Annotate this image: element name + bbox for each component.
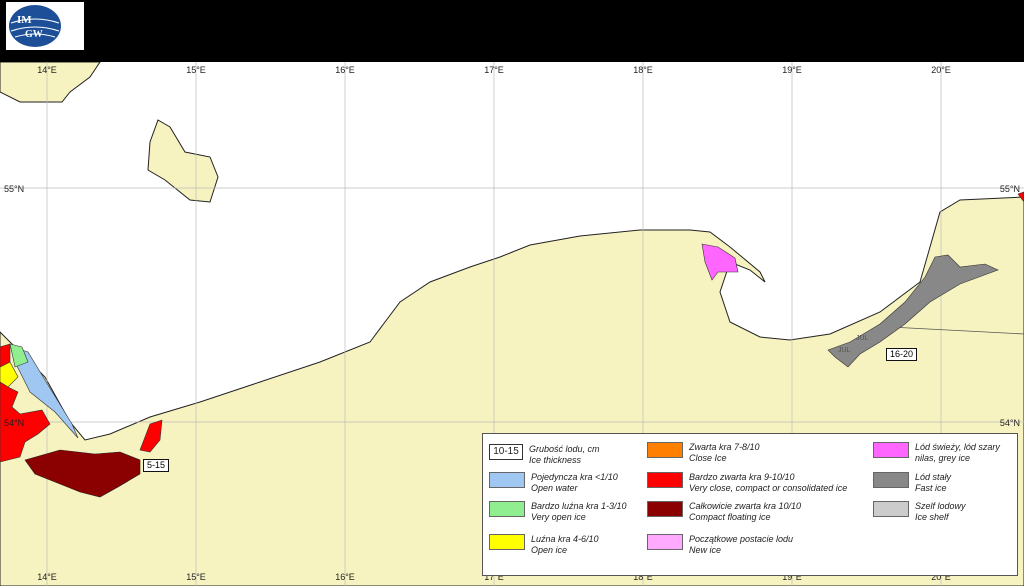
svg-text:17°E: 17°E — [484, 572, 504, 582]
legend-nilas: Lód świeży, lód szary nilas, grey ice — [873, 442, 1000, 464]
svg-text:15°E: 15°E — [186, 65, 206, 75]
svg-text:16°E: 16°E — [335, 572, 355, 582]
header-bar: IM GW I P O B — [0, 0, 1024, 62]
svg-text:55°N: 55°N — [4, 184, 24, 194]
swatch-very-open-ice — [489, 501, 525, 517]
ice-very-close-zone-2 — [139, 419, 163, 453]
ice-open-water-zone — [11, 346, 79, 439]
svg-text:54°N: 54°N — [1000, 418, 1020, 428]
longitude-labels-bottom: 14°E 15°E 16°E 17°E 18°E 19°E 20°E — [37, 572, 951, 582]
ice-very-close-zone — [0, 343, 51, 463]
legend-open-water: Pojedyncza kra <1/10 Open water — [489, 472, 618, 494]
swatch-compact-floating — [647, 501, 683, 517]
longitude-labels-top: 14°E 15°E 16°E 17°E 18°E 19°E 20°E — [37, 65, 951, 75]
legend-open-ice: Luźna kra 4-6/10 Open ice — [489, 534, 599, 556]
svg-text:14°E: 14°E — [37, 65, 57, 75]
thickness-sample: 10-15 — [489, 444, 523, 460]
swatch-close-ice — [647, 442, 683, 458]
latitude-labels: 55°N 55°N 54°N 54°N — [4, 184, 1020, 428]
svg-text:17°E: 17°E — [484, 65, 504, 75]
svg-text:19°E: 19°E — [782, 572, 802, 582]
svg-text:IM: IM — [17, 14, 32, 26]
ice-nilas-zone — [701, 243, 739, 281]
swatch-fast-ice — [873, 472, 909, 488]
bornholm-island — [147, 119, 219, 203]
legend-close-ice: Zwarta kra 7-8/10 Close Ice — [647, 442, 760, 464]
ice-compact-floating-zone — [24, 449, 141, 498]
thickness-label-zalew: 5-15 — [143, 459, 170, 472]
map-legend: 10-15 Grubość lodu, cm Ice thickness Poje… — [482, 433, 1018, 576]
swatch-nilas — [873, 442, 909, 458]
jul-label-2: JUL — [856, 335, 869, 342]
legend-thickness: 10-15 Grubość lodu, cm Ice thickness — [489, 444, 600, 466]
svg-text:19°E: 19°E — [782, 65, 802, 75]
swatch-very-close-ice — [647, 472, 683, 488]
imgw-logo: IM GW — [6, 2, 84, 50]
ice-fast-zone — [827, 254, 999, 368]
ice-very-open-zone — [9, 343, 29, 368]
swatch-open-ice — [489, 534, 525, 550]
svg-text:20°E: 20°E — [931, 65, 951, 75]
legend-very-close-ice: Bardzo zwarta kra 9-10/10 Very close, com… — [647, 472, 847, 494]
svg-text:20°E: 20°E — [931, 572, 951, 582]
legend-fast-ice: Lód stały Fast ice — [873, 472, 951, 494]
svg-text:16°E: 16°E — [335, 65, 355, 75]
ice-very-close-east — [1017, 191, 1024, 203]
logo-side-letters: I P O B — [74, 2, 83, 50]
legend-very-open-ice: Bardzo luźna kra 1-3/10 Very open ice — [489, 501, 627, 523]
rugen-land — [0, 62, 101, 103]
svg-text:55°N: 55°N — [1000, 184, 1020, 194]
svg-text:18°E: 18°E — [633, 65, 653, 75]
svg-text:15°E: 15°E — [186, 572, 206, 582]
map-grid — [0, 62, 1024, 586]
legend-compact-floating: Całkowicie zwarta kra 10/10 Compact float… — [647, 501, 801, 523]
svg-text:54°N: 54°N — [4, 418, 24, 428]
border-line — [889, 326, 1024, 335]
legend-new-ice: Początkowe postacie lodu New ice — [647, 534, 793, 556]
svg-text:18°E: 18°E — [633, 572, 653, 582]
swatch-new-ice — [647, 534, 683, 550]
svg-text:GW: GW — [25, 29, 43, 40]
thickness-label-vistula: 16-20 — [886, 348, 918, 361]
logo-globe-icon: IM GW — [9, 5, 61, 47]
jul-label-1: JUL — [838, 347, 851, 354]
swatch-ice-shelf — [873, 501, 909, 517]
swatch-open-water — [489, 472, 525, 488]
legend-ice-shelf: Szelf lodowy Ice shelf — [873, 501, 966, 523]
svg-text:14°E: 14°E — [37, 572, 57, 582]
